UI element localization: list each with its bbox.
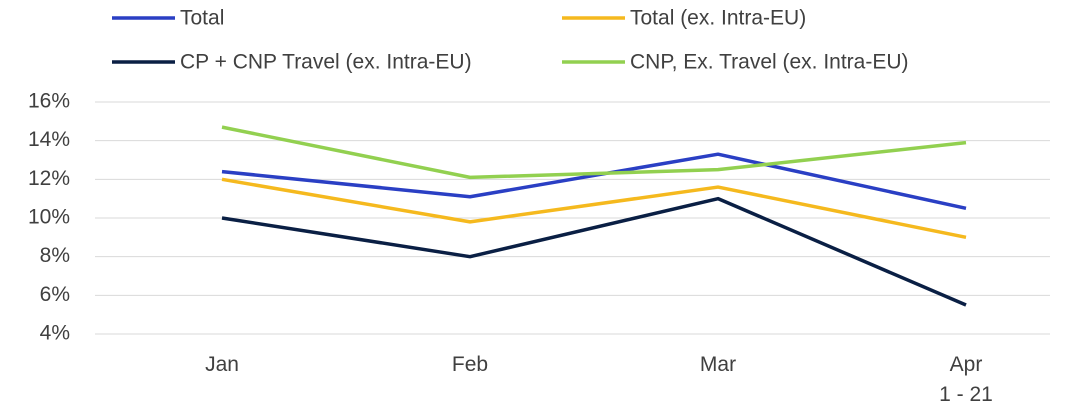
y-tick-label: 14% xyxy=(28,128,70,151)
y-tick-label: 8% xyxy=(40,244,70,267)
x-tick-label: Mar xyxy=(699,353,737,376)
y-tick-label: 12% xyxy=(28,167,70,190)
legend-label: CNP, Ex. Travel (ex. Intra-EU) xyxy=(630,51,909,74)
series-line xyxy=(221,196,967,307)
series-line xyxy=(221,125,967,180)
x-tick-label: Apr 1 - 21 xyxy=(939,353,993,406)
x-tick-label: Jan xyxy=(205,353,239,376)
y-tick-label: 6% xyxy=(40,283,70,306)
legend-label: Total (ex. Intra-EU) xyxy=(630,7,806,30)
y-tick-label: 10% xyxy=(28,206,70,229)
series-line xyxy=(221,177,967,240)
legend-label: CP + CNP Travel (ex. Intra-EU) xyxy=(180,51,472,74)
y-tick-label: 4% xyxy=(40,322,70,345)
legend-label: Total xyxy=(180,7,224,30)
series-line xyxy=(221,152,967,211)
x-tick-label: Feb xyxy=(451,353,489,376)
y-tick-label: 16% xyxy=(28,90,70,113)
